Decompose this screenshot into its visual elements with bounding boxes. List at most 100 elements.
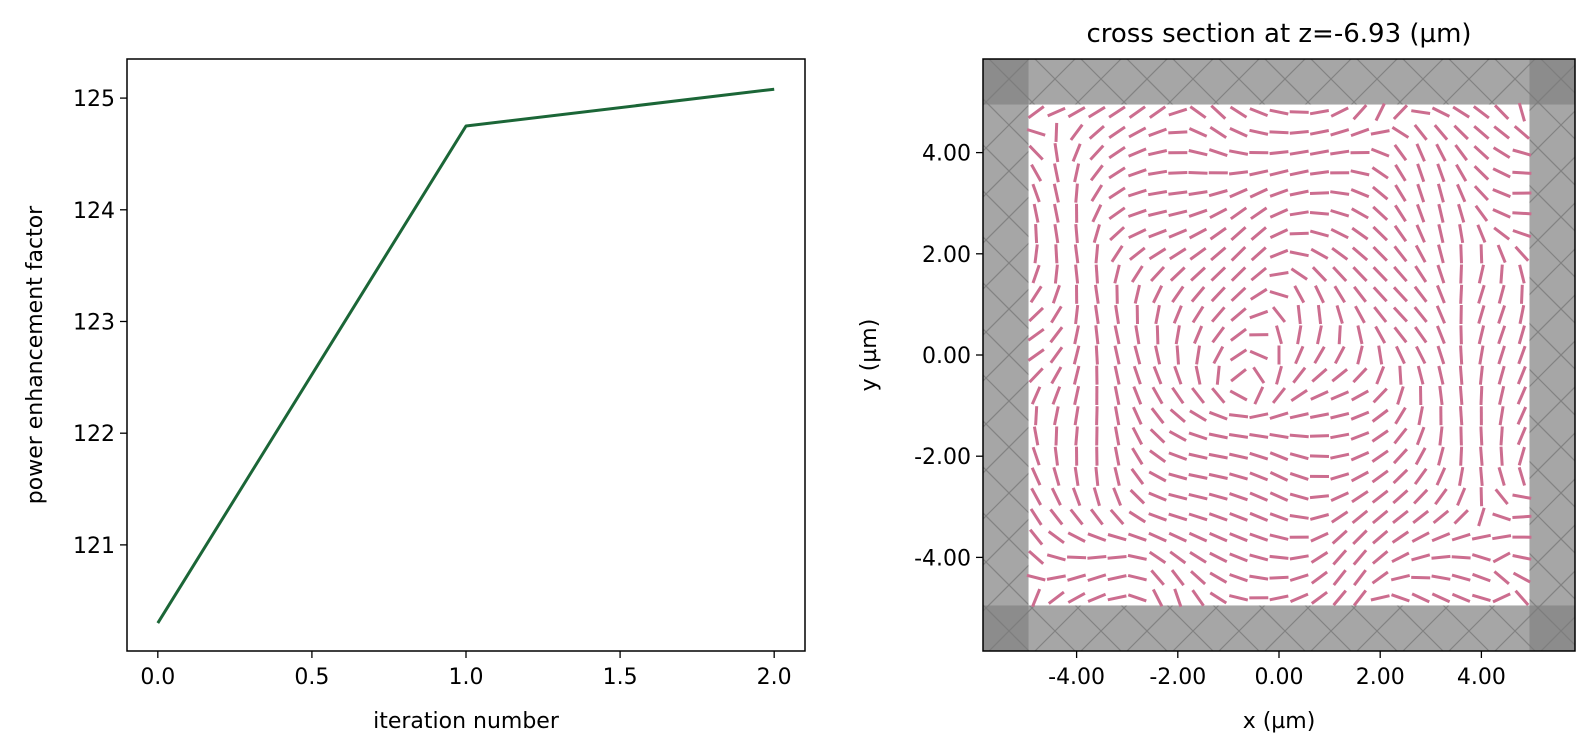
field-vector — [1479, 385, 1484, 406]
field-vector — [1071, 487, 1082, 507]
field-vector — [1053, 203, 1060, 223]
field-vector — [1471, 533, 1492, 541]
field-vector — [1353, 285, 1367, 303]
field-vector — [1451, 555, 1471, 560]
field-vector — [1516, 426, 1527, 446]
field-vector — [1352, 266, 1368, 282]
x-tick-label: 2.00 — [1356, 665, 1405, 690]
y-tick-label: 0.00 — [922, 344, 971, 369]
field-vector — [1437, 446, 1445, 466]
field-vector — [1497, 284, 1506, 304]
field-vector — [1069, 508, 1084, 526]
pml-corner — [1529, 59, 1575, 105]
field-vector — [1316, 304, 1323, 325]
field-vector — [1512, 211, 1532, 216]
field-vector — [1436, 345, 1446, 365]
field-vector — [1094, 244, 1100, 264]
field-vector — [1310, 531, 1329, 543]
field-vector — [1188, 171, 1208, 175]
field-vector — [1436, 264, 1446, 284]
field-vector — [1127, 593, 1147, 603]
field-vector — [1053, 264, 1059, 284]
field-vector — [1356, 345, 1364, 365]
field-vector — [1350, 470, 1370, 483]
field-vector — [1131, 447, 1144, 466]
field-vector — [1094, 284, 1100, 304]
field-vector — [1249, 491, 1269, 502]
field-vector — [1053, 142, 1060, 163]
field-vector — [1289, 573, 1309, 582]
line-chart-axes-frame — [126, 58, 806, 652]
field-vector — [1269, 208, 1289, 219]
field-vector — [1371, 185, 1389, 201]
field-vector — [1087, 555, 1107, 560]
field-vector — [1108, 206, 1126, 221]
field-vector — [1152, 285, 1164, 304]
field-vector — [1073, 244, 1080, 264]
field-vector — [1398, 365, 1403, 385]
field-vector — [1453, 509, 1469, 525]
hatch-line — [1448, 524, 1575, 651]
field-vector — [1230, 327, 1247, 342]
field-vector — [1335, 304, 1344, 325]
field-vector — [1414, 447, 1427, 466]
field-vector — [1188, 190, 1208, 196]
field-vector — [1512, 554, 1532, 561]
field-vector — [1393, 144, 1408, 162]
field-vector — [1330, 390, 1350, 401]
field-vector — [1208, 189, 1228, 198]
field-vector — [1416, 163, 1426, 183]
field-vector — [1375, 365, 1386, 385]
field-vector — [1051, 284, 1061, 304]
field-vector — [1151, 386, 1164, 405]
field-vector — [1209, 125, 1228, 139]
field-vector — [1411, 553, 1431, 562]
field-vector — [1148, 228, 1167, 239]
field-vector — [1330, 227, 1349, 240]
field-vector — [1108, 186, 1126, 200]
field-vector — [1073, 385, 1081, 406]
field-vector — [1413, 467, 1428, 485]
field-vector — [1352, 529, 1368, 545]
field-vector — [1209, 551, 1228, 564]
field-vector — [1026, 573, 1046, 582]
field-vector — [1230, 307, 1247, 322]
field-vector — [1230, 368, 1247, 383]
field-vector — [1072, 345, 1081, 365]
field-vector — [1437, 203, 1445, 223]
field-vector — [1269, 471, 1289, 482]
field-vector — [1034, 224, 1039, 244]
field-vector — [1512, 148, 1532, 157]
field-vector — [1194, 365, 1202, 385]
field-vector — [1311, 367, 1328, 383]
field-vector — [1392, 306, 1409, 323]
field-vector — [1289, 231, 1309, 236]
field-vector — [1435, 467, 1447, 486]
field-vector — [1313, 346, 1326, 364]
field-vector — [1492, 512, 1512, 522]
field-vector — [1108, 105, 1126, 119]
field-vector — [1253, 386, 1265, 405]
field-vector — [1029, 508, 1043, 526]
field-vector — [1133, 284, 1141, 304]
field-vector — [1107, 594, 1127, 602]
x-tick-label: 0.0 — [140, 665, 175, 690]
field-vector — [1189, 409, 1207, 422]
field-vector — [1413, 306, 1428, 323]
field-vector — [1492, 167, 1511, 179]
field-vector — [1148, 531, 1167, 543]
field-vector — [1311, 266, 1328, 282]
field-vector — [1269, 451, 1289, 462]
field-vector — [1210, 286, 1226, 303]
field-vector — [1148, 247, 1167, 261]
field-vector — [1416, 365, 1425, 385]
field-vector — [1417, 406, 1424, 426]
field-vector — [1434, 488, 1448, 506]
field-vector — [1269, 130, 1289, 135]
line-series-0 — [156, 87, 775, 624]
field-cross-section-chart: -4.00 -2.00 0.00 2.00 4.00 -4.00 -2.00 0.00 2.0… — [857, 19, 1576, 734]
field-vector — [1189, 551, 1207, 564]
field-vector — [1031, 446, 1041, 466]
field-vector — [1228, 170, 1249, 176]
field-vector — [1492, 592, 1511, 604]
